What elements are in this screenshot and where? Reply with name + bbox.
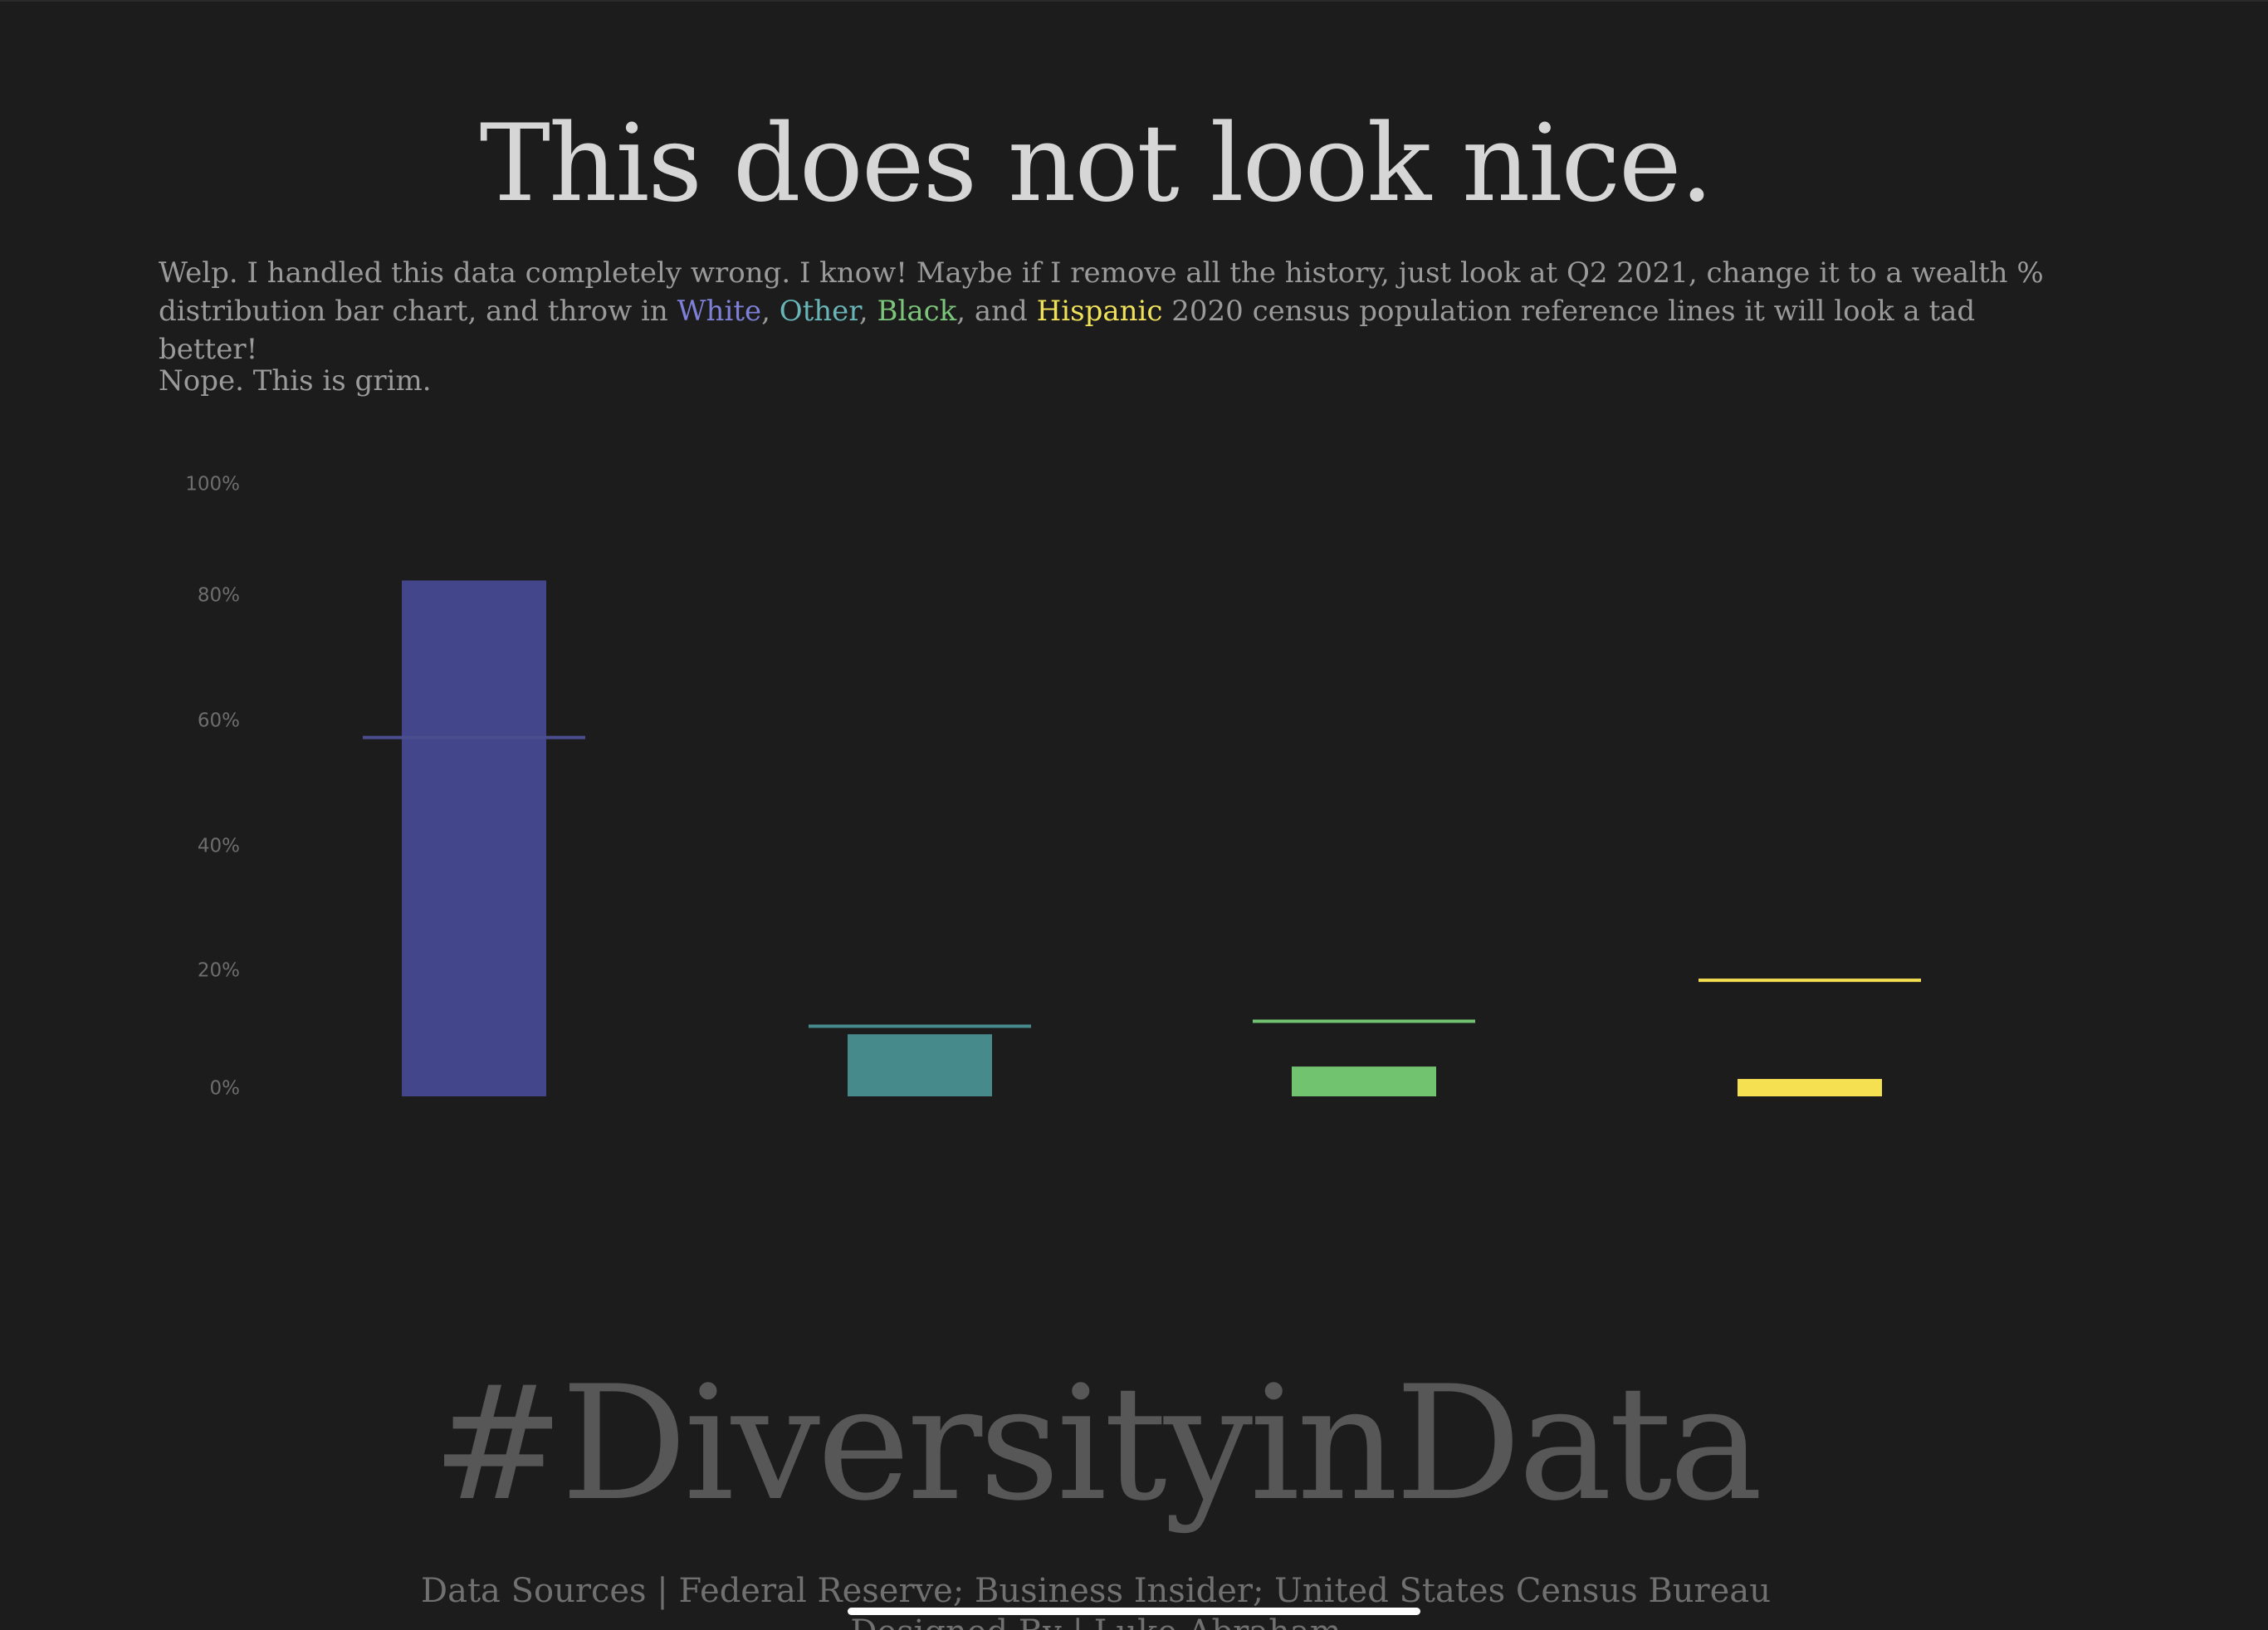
intro-sep-1: , — [761, 295, 780, 328]
data-sources: Data Sources | Federal Reserve; Business… — [421, 1572, 1771, 1610]
intro-sep-2: , — [858, 295, 877, 328]
bar-other[interactable] — [848, 1034, 992, 1096]
home-indicator[interactable] — [848, 1608, 1420, 1615]
y-tick-label: 20% — [198, 960, 240, 982]
legend-other-label: Other — [779, 295, 859, 328]
intro-text-2: 2020 census population reference lines i… — [159, 295, 1976, 366]
designed-by: Designed By | Luke Abraham — [0, 1612, 2192, 1630]
page-title: This does not look nice. — [479, 102, 1714, 226]
legend-white-label: White — [677, 295, 762, 328]
y-tick-label: 80% — [198, 585, 240, 607]
legend-black-label: Black — [877, 295, 957, 328]
hashtag-heading: #DiversityinData — [432, 1352, 1762, 1535]
y-tick-label: 40% — [198, 836, 240, 857]
bar-black[interactable] — [1292, 1066, 1436, 1096]
y-tick-label: 60% — [198, 710, 240, 732]
y-tick-label: 100% — [185, 474, 240, 495]
intro-sep-3: , and — [956, 295, 1037, 328]
bar-white[interactable] — [402, 580, 546, 1096]
y-tick-label: 0% — [210, 1078, 241, 1100]
legend-hispanic-label: Hispanic — [1036, 295, 1163, 328]
top-border — [0, 0, 2268, 2]
intro-paragraph: Welp. I handled this data completely wro… — [159, 254, 2068, 368]
intro-text-1: Welp. I handled this data completely wro… — [159, 256, 2044, 328]
bar-hispanic[interactable] — [1738, 1079, 1882, 1096]
intro-second-paragraph: Nope. This is grim. — [159, 364, 432, 398]
